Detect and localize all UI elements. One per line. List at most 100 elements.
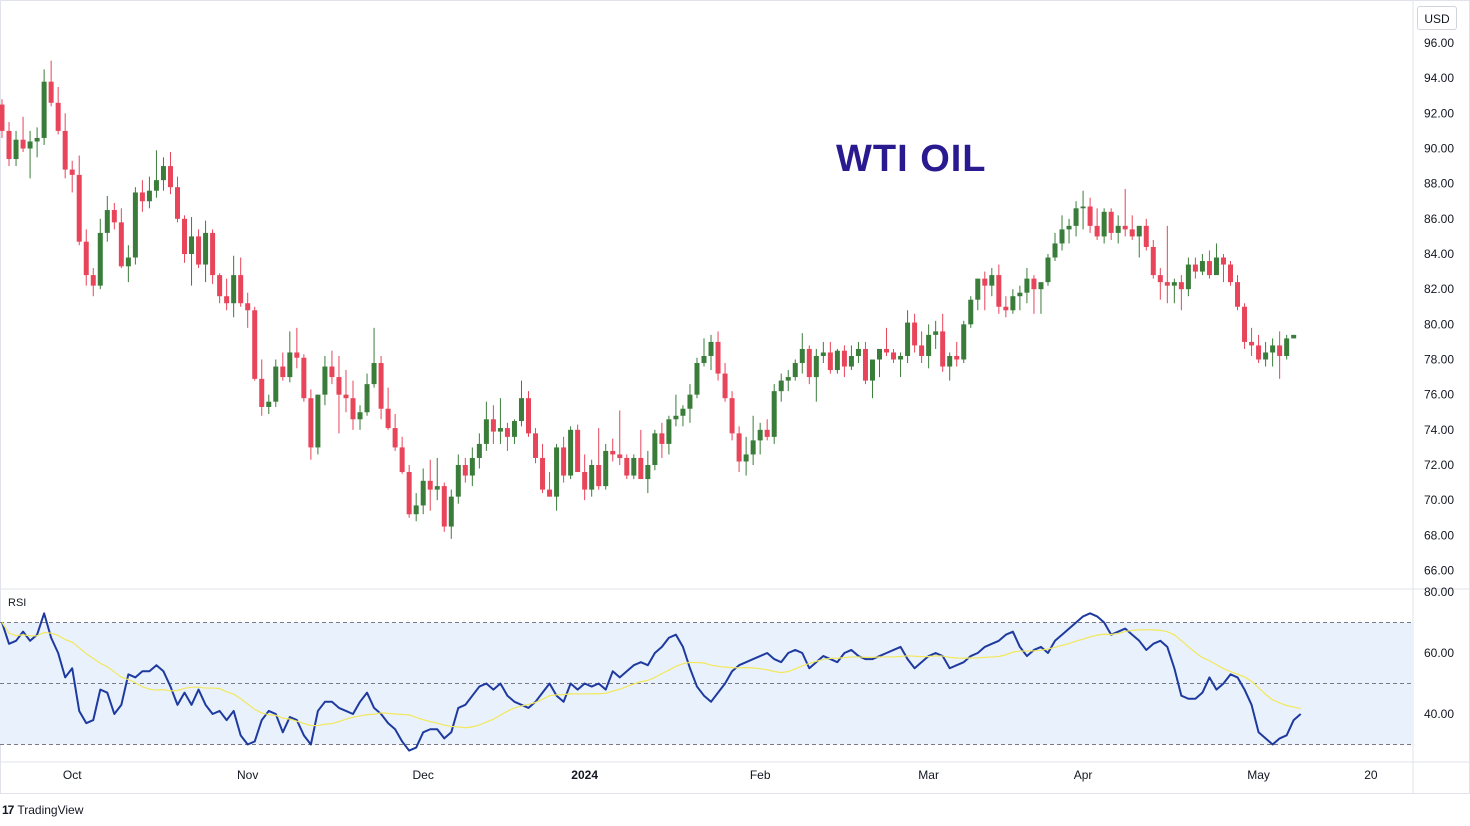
- rsi-moving-average-line: [1, 622, 1301, 729]
- candle-body: [434, 486, 440, 490]
- candle-body: [1087, 206, 1093, 226]
- candle-body: [968, 299, 974, 325]
- candle-body: [982, 278, 988, 286]
- candle-body: [1136, 225, 1142, 237]
- candle-body: [518, 398, 524, 422]
- candle-body: [20, 139, 26, 149]
- candle-body: [1073, 208, 1079, 226]
- candle-body: [1263, 352, 1269, 360]
- candle-body: [1256, 345, 1262, 360]
- candle-body: [69, 169, 75, 175]
- candle-body: [217, 275, 223, 297]
- candle-body: [1115, 225, 1121, 233]
- candle-body: [224, 296, 230, 304]
- price-tick-label: 76.00: [1424, 388, 1454, 402]
- candle-body: [118, 222, 124, 267]
- candle-body: [329, 366, 335, 378]
- candle-body: [27, 141, 33, 149]
- candle-body: [259, 378, 265, 407]
- candle-body: [167, 166, 173, 188]
- candle-body: [511, 421, 517, 437]
- candle-body: [160, 166, 166, 181]
- candle-body: [280, 366, 286, 378]
- candle-body: [83, 241, 89, 276]
- candle-body: [62, 130, 68, 170]
- price-tick-label: 68.00: [1424, 528, 1454, 542]
- candle-body: [891, 352, 897, 360]
- candles-group: [0, 60, 1297, 539]
- candle-body: [90, 275, 96, 286]
- candle-body: [919, 345, 925, 356]
- candle-body: [448, 496, 454, 527]
- candle-body: [1038, 282, 1044, 290]
- candle-body: [504, 428, 510, 437]
- candle-body: [97, 232, 103, 286]
- candle-body: [743, 454, 749, 462]
- candle-body: [406, 472, 412, 515]
- candle-body: [975, 278, 981, 300]
- candle-body: [238, 275, 244, 304]
- candle-body: [596, 465, 602, 487]
- candle-body: [427, 480, 433, 490]
- rsi-line: [1, 612, 1302, 752]
- time-tick-label: Oct: [63, 768, 82, 782]
- candle-body: [673, 415, 679, 420]
- candle-body: [1178, 282, 1184, 290]
- candle-body: [652, 433, 658, 465]
- candle-body: [933, 331, 939, 335]
- candle-body: [413, 505, 419, 515]
- candle-body: [252, 310, 258, 379]
- candle-body: [729, 398, 735, 434]
- candle-body: [1031, 278, 1037, 290]
- candle-body: [490, 419, 496, 432]
- candle-body: [701, 355, 707, 364]
- price-tick-label: 70.00: [1424, 493, 1454, 507]
- candle-body: [273, 366, 279, 402]
- time-tick-label: Nov: [237, 768, 258, 782]
- candle-body: [1080, 206, 1086, 209]
- candle-body: [462, 465, 468, 476]
- candle-body: [1277, 345, 1283, 356]
- candle-body: [905, 322, 911, 356]
- candle-body: [210, 232, 216, 276]
- candle-body: [1242, 306, 1248, 342]
- candle-body: [1220, 257, 1226, 265]
- price-tick-label: 84.00: [1424, 247, 1454, 261]
- candle-body: [378, 363, 384, 409]
- candle-body: [926, 334, 932, 356]
- candle-body: [989, 275, 995, 286]
- candle-body: [1150, 246, 1156, 276]
- candle-body: [680, 408, 686, 416]
- price-tick-label: 94.00: [1424, 71, 1454, 85]
- rsi-indicator-label[interactable]: RSI: [8, 597, 27, 609]
- candle-body: [750, 440, 756, 455]
- candle-body: [399, 447, 405, 473]
- candle-body: [1235, 282, 1241, 307]
- candle-body: [48, 81, 54, 103]
- candle-body: [912, 322, 918, 346]
- candle-body: [41, 81, 47, 138]
- candle-body: [203, 232, 209, 265]
- price-tick-label: 82.00: [1424, 282, 1454, 296]
- candle-body: [6, 130, 12, 160]
- candle-body: [1157, 275, 1163, 283]
- candle-body: [617, 454, 623, 458]
- candle-body: [1143, 225, 1149, 247]
- candle-body: [526, 398, 531, 434]
- tradingview-logo[interactable]: 17 TradingView: [2, 801, 83, 819]
- candle-body: [862, 348, 868, 381]
- candle-body: [1171, 282, 1177, 286]
- candle-body: [1045, 257, 1051, 283]
- candle-body: [175, 187, 180, 219]
- price-tick-label: 90.00: [1424, 142, 1454, 156]
- candle-body: [715, 341, 721, 374]
- currency-badge[interactable]: USD: [1417, 6, 1457, 30]
- candle-body: [1122, 225, 1128, 230]
- price-tick-label: 78.00: [1424, 353, 1454, 367]
- time-tick-label: 2024: [571, 768, 598, 782]
- candle-body: [799, 348, 805, 364]
- candle-body: [764, 429, 770, 437]
- price-tick-label: 86.00: [1424, 212, 1454, 226]
- candle-body: [1284, 338, 1290, 356]
